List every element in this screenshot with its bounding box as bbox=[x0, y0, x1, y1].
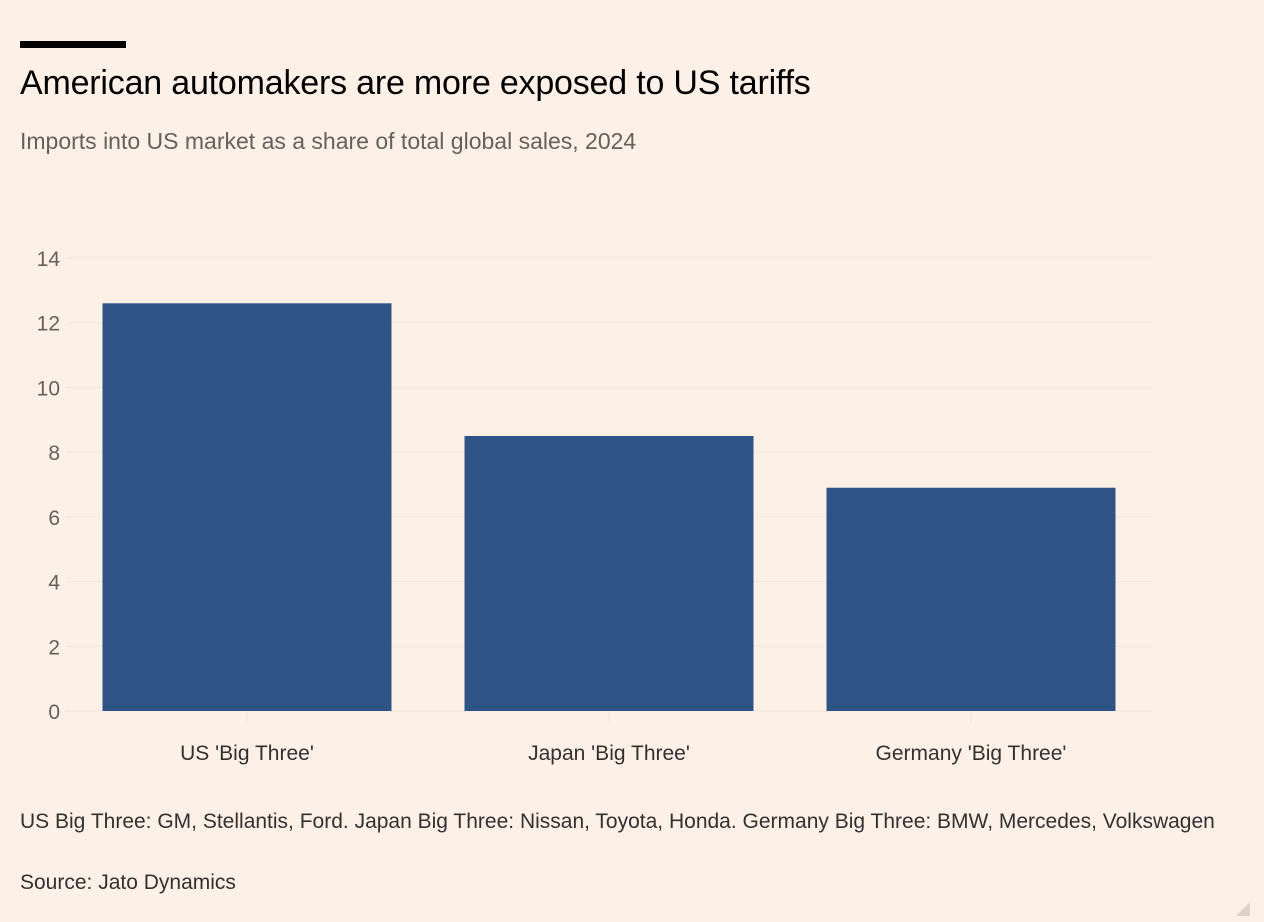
y-tick-label: 10 bbox=[37, 377, 60, 400]
y-tick-label: 0 bbox=[48, 701, 60, 724]
x-category-label: Germany 'Big Three' bbox=[876, 742, 1067, 765]
y-tick-label: 8 bbox=[48, 442, 60, 465]
bar bbox=[464, 435, 754, 711]
y-tick-label: 4 bbox=[48, 572, 60, 595]
chart-title: American automakers are more exposed to … bbox=[20, 64, 811, 102]
chart-subtitle: Imports into US market as a share of tot… bbox=[20, 128, 637, 154]
bar bbox=[826, 487, 1116, 711]
bar bbox=[102, 303, 392, 711]
x-category-label: US 'Big Three' bbox=[180, 742, 314, 765]
y-tick-label: 12 bbox=[37, 313, 60, 336]
x-category-label: Japan 'Big Three' bbox=[528, 742, 690, 765]
top-rule bbox=[20, 41, 126, 48]
chart-footnote: US Big Three: GM, Stellantis, Ford. Japa… bbox=[20, 810, 1215, 833]
resize-grip-icon[interactable] bbox=[1236, 902, 1250, 916]
y-tick-label: 2 bbox=[48, 636, 60, 659]
y-tick-label: 14 bbox=[37, 248, 61, 271]
y-tick-label: 6 bbox=[48, 507, 60, 530]
chart-source: Source: Jato Dynamics bbox=[20, 871, 236, 894]
